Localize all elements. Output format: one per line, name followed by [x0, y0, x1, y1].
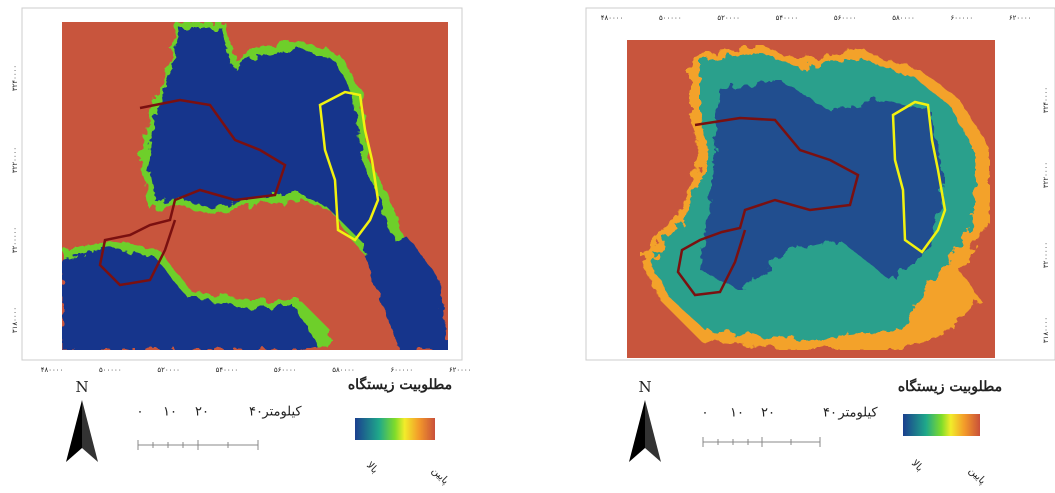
figure: ۴۸۰۰۰۰ ۵۰۰۰۰۰ ۵۲۰۰۰۰ ۵۴۰۰۰۰ ۵۶۰۰۰۰ ۵۸۰۰۰۰ ۶۰۰۰…: [0, 0, 1055, 493]
y-tick-label: ۳۱۸۰۰۰۰: [11, 307, 19, 333]
x-tick-label: ۶۰۰۰۰۰: [391, 366, 414, 374]
x-tick-label: ۵۴۰۰۰۰: [216, 366, 239, 374]
legend-ramp: [355, 418, 435, 440]
scale-bar: [138, 437, 820, 450]
x-tick-label: ۵۰۰۰۰۰: [99, 366, 122, 374]
y-tick-label: ۳۲۴۰۰۰۰: [1042, 87, 1050, 113]
x-tick-label: ۵۸۰۰۰۰: [332, 366, 355, 374]
x-tick-label: ۵۰۰۰۰۰: [659, 14, 682, 22]
legend-low: پایین: [429, 465, 451, 487]
y-tick-label: ۳۲۴۰۰۰۰: [11, 65, 19, 91]
scale-label: ۱۰: [163, 405, 177, 420]
north-arrow: [66, 400, 82, 462]
scale-unit: کیلومتر: [837, 406, 878, 421]
legend-high: بالا: [364, 460, 380, 476]
x-tick-label: ۶۲۰۰۰۰: [449, 366, 472, 374]
scale-label: ۲۰: [195, 405, 209, 420]
scale-label: ۴۰: [249, 405, 263, 420]
y-tick-label: ۳۲۰۰۰۰۰: [11, 227, 19, 253]
map-right: [627, 40, 995, 358]
north-arrow: [629, 400, 645, 462]
y-tick-label: ۳۲۲۰۰۰۰: [1042, 162, 1050, 188]
x-tick-label: ۵۶۰۰۰۰: [274, 366, 297, 374]
x-tick-label: ۵۸۰۰۰۰: [892, 14, 915, 22]
legend-high: بالا: [909, 458, 925, 474]
north-label: N: [638, 378, 651, 396]
north-label: N: [75, 378, 88, 396]
scale-label: ۱۰: [730, 406, 744, 421]
map-left: [62, 22, 448, 350]
x-tick-label: ۶۰۰۰۰۰: [951, 14, 974, 22]
y-tick-label: ۳۲۰۰۰۰۰: [1042, 242, 1050, 268]
x-tick-label: ۵۶۰۰۰۰: [834, 14, 857, 22]
legend-low: پایین: [966, 465, 988, 487]
scale-unit: کیلومتر: [261, 405, 302, 420]
y-tick-label: ۳۲۲۰۰۰۰: [11, 147, 19, 173]
x-tick-label: ۴۸۰۰۰۰: [41, 366, 64, 374]
x-tick-label: ۵۴۰۰۰۰: [776, 14, 799, 22]
north-arrow: [645, 400, 661, 462]
scale-label: ۲۰: [761, 406, 775, 421]
x-tick-label: ۴۸۰۰۰۰: [601, 14, 624, 22]
y-tick-label: ۳۱۸۰۰۰۰: [1042, 317, 1050, 343]
x-tick-label: ۶۲۰۰۰۰: [1009, 14, 1032, 22]
north-arrow: [82, 400, 98, 462]
scale-label: ۴۰: [823, 406, 837, 421]
legend-title: مطلوبیت زیستگاه: [348, 376, 452, 393]
x-tick-label: ۵۲۰۰۰۰: [717, 14, 740, 22]
scale-label: ۰: [702, 406, 709, 421]
scale-label: ۰: [137, 405, 144, 420]
x-tick-label: ۵۲۰۰۰۰: [157, 366, 180, 374]
legend-title: مطلوبیت زیستگاه: [898, 378, 1002, 395]
legend-ramp: [903, 414, 980, 436]
